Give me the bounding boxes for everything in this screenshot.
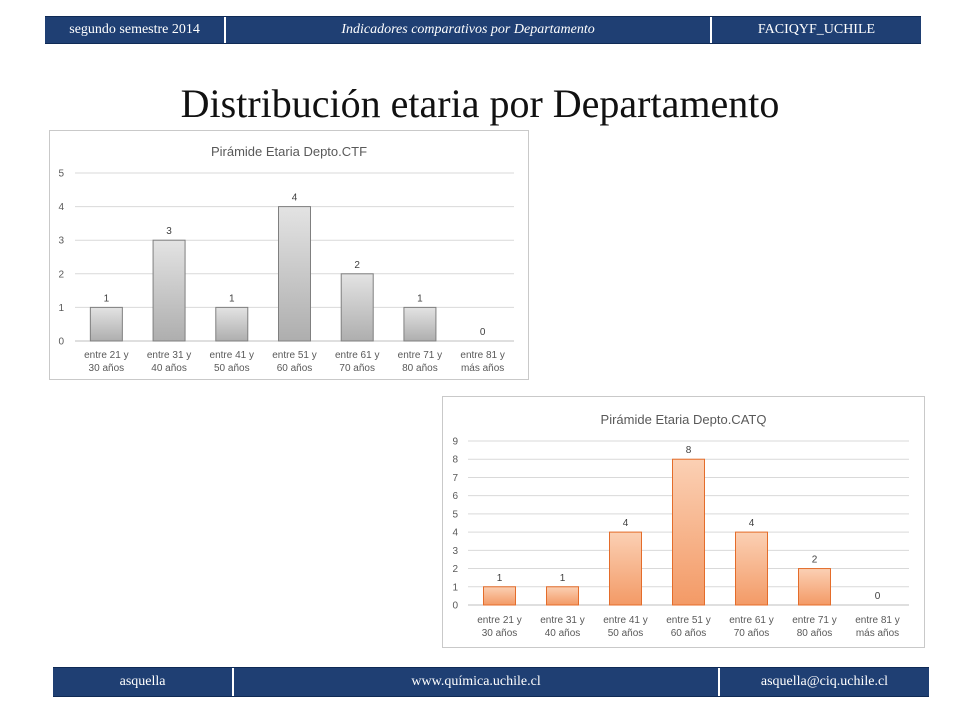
catq-ytick-label: 6 (452, 491, 458, 502)
catq-data-label: 4 (623, 518, 629, 529)
catq-data-label: 8 (686, 445, 692, 456)
catq-data-label: 4 (749, 518, 755, 529)
header-strip: segundo semestre 2014 Indicadores compar… (45, 16, 921, 44)
ctf-data-label: 1 (417, 293, 423, 304)
ctf-category-label: entre 51 y (272, 350, 316, 361)
catq-category-label: entre 81 y (855, 615, 899, 626)
catq-bar (798, 568, 831, 606)
catq-ytick-label: 7 (452, 473, 458, 484)
ctf-category-label: más años (461, 363, 504, 374)
catq-category-label: 30 años (482, 628, 518, 639)
header-topic: Indicadores comparativos por Departament… (226, 17, 712, 43)
catq-ytick-label: 5 (452, 509, 458, 520)
chart-ctf-svg: Pirámide Etaria Depto.CTF 0 1 2 3 4 5 1 entre 21… (58, 144, 514, 374)
ctf-title: Pirámide Etaria Depto.CTF (211, 144, 367, 159)
ctf-bar (340, 273, 374, 342)
ctf-bar (215, 306, 249, 342)
catq-data-label: 2 (812, 555, 818, 566)
catq-ytick-label: 8 (452, 455, 458, 466)
chart-catq-svg: Pirámide Etaria Depto.CATQ 0 1 2 3 4 5 6 7 8 9 1 ent… (452, 412, 909, 639)
ctf-category-label: 70 años (339, 363, 375, 374)
ctf-category-label: 60 años (277, 363, 313, 374)
catq-bar (609, 531, 642, 606)
ctf-bar (278, 206, 311, 342)
catq-title: Pirámide Etaria Depto.CATQ (601, 412, 767, 427)
ctf-ytick-label: 5 (58, 169, 64, 180)
catq-category-label: entre 31 y (540, 615, 584, 626)
catq-category-label: más años (856, 628, 899, 639)
ctf-data-label: 1 (229, 293, 235, 304)
ctf-category-label: 30 años (89, 363, 125, 374)
catq-ytick-label: 2 (452, 564, 458, 575)
catq-ytick-label: 4 (452, 528, 458, 539)
catq-ytick-label: 0 (452, 601, 458, 612)
ctf-category-label: entre 41 y (210, 350, 254, 361)
footer-website[interactable]: www.química.uchile.cl (234, 668, 720, 696)
catq-category-label: 60 años (671, 628, 707, 639)
catq-category-label: entre 21 y (477, 615, 521, 626)
ctf-category-label: entre 71 y (398, 350, 442, 361)
ctf-bar (152, 239, 186, 342)
ctf-ytick-label: 0 (58, 337, 64, 348)
header-semester: segundo semestre 2014 (45, 17, 227, 43)
catq-bar (546, 586, 579, 606)
ctf-data-label: 0 (480, 327, 486, 338)
ctf-data-label: 2 (354, 260, 360, 271)
ctf-bar (403, 306, 437, 342)
catq-bar (483, 586, 516, 606)
ctf-ytick-label: 4 (58, 202, 64, 213)
catq-category-label: 40 años (545, 628, 581, 639)
catq-category-label: entre 51 y (666, 615, 710, 626)
catq-category-label: 70 años (734, 628, 770, 639)
chart-catq: Pirámide Etaria Depto.CATQ 0 1 2 3 4 5 6 7 8 9 1 ent… (442, 396, 925, 648)
catq-data-label: 1 (560, 573, 566, 584)
ctf-data-label: 3 (166, 226, 172, 237)
catq-bar (735, 531, 768, 606)
ctf-ytick-label: 2 (58, 269, 64, 280)
ctf-ytick-label: 1 (58, 303, 64, 314)
catq-data-label: 0 (875, 591, 881, 602)
ctf-category-label: entre 61 y (335, 350, 379, 361)
ctf-category-label: entre 31 y (147, 350, 191, 361)
catq-ytick-label: 1 (452, 582, 458, 593)
ctf-data-label: 4 (292, 193, 298, 204)
ctf-category-label: 40 años (151, 363, 187, 374)
footer-email[interactable]: asquella@ciq.uchile.cl (760, 674, 889, 689)
slide-title: Distribución etaria por Departamento (180, 81, 780, 126)
catq-data-label: 1 (497, 573, 503, 584)
ctf-category-label: 80 años (402, 363, 438, 374)
ctf-bar (89, 306, 123, 342)
ctf-ytick-label: 3 (58, 236, 64, 247)
ctf-category-label: entre 81 y (460, 350, 504, 361)
catq-category-label: 80 años (797, 628, 833, 639)
catq-ytick-label: 3 (452, 546, 458, 557)
catq-category-label: entre 71 y (792, 615, 836, 626)
header-org: FACIQYF_UCHILE (757, 22, 876, 37)
ctf-category-label: entre 21 y (84, 350, 128, 361)
footer-strip: asquella www.química.uchile.cl asquella@… (53, 667, 929, 697)
footer-author: asquella (53, 668, 235, 696)
catq-category-label: entre 61 y (729, 615, 773, 626)
catq-category-label: 50 años (608, 628, 644, 639)
catq-category-label: entre 41 y (603, 615, 647, 626)
ctf-data-label: 1 (104, 293, 110, 304)
chart-ctf: Pirámide Etaria Depto.CTF 0 1 2 3 4 5 1 entre 21… (49, 130, 529, 380)
ctf-category-label: 50 años (214, 363, 250, 374)
catq-ytick-label: 9 (452, 437, 458, 448)
catq-bar (672, 458, 705, 606)
